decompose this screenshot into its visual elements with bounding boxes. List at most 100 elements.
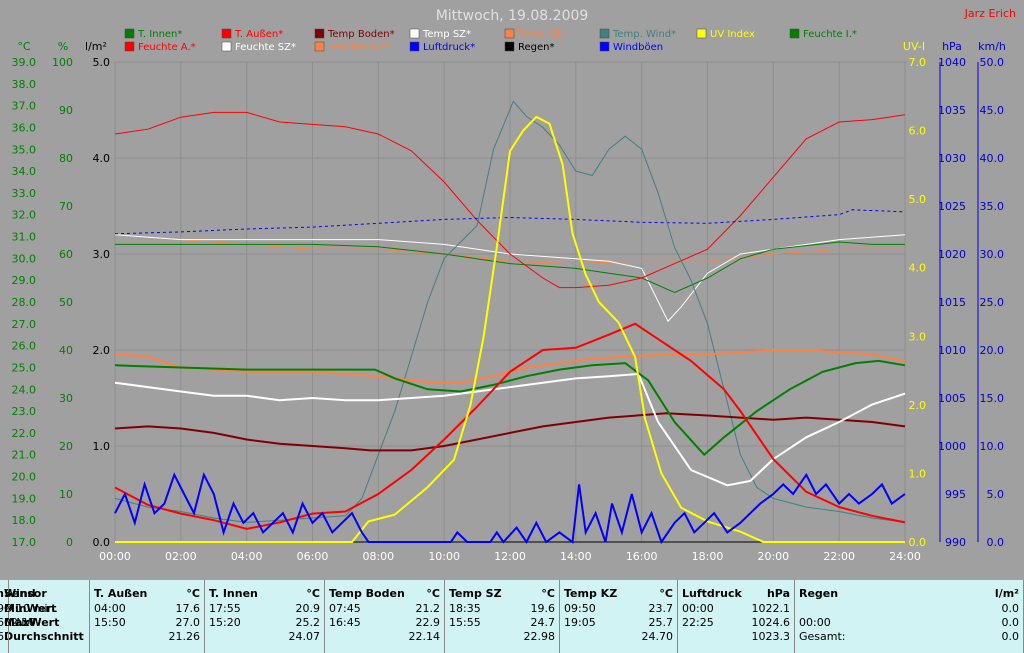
min-time: Ø 10 min. [4,602,58,615]
legend-label: Temp KZ* [517,29,566,40]
avg-value: 21.26 [168,630,201,643]
max-row: 22:25 1024.6 [682,616,790,630]
tick-label: 35.0 [980,200,1005,213]
avg-row: 24.70 [564,630,674,644]
series-line-temp-sz- [114,372,906,487]
author-label: Jarz Erich [964,7,1016,20]
tick-label: 5.0 [93,56,111,69]
tick-label: 18.0 [12,514,37,527]
max-row: 19:05 25.7 [564,616,673,630]
tick-label: 1030 [938,152,966,165]
column-unit: km/h [0,587,4,600]
column-header: Regen l/m² [799,587,1019,601]
series-line-uv-index [115,115,905,543]
series-line-t-innen- [114,359,906,457]
stat-column: T. Innen °C 17:55 20.9 15:20 25.2 24.07 [205,580,325,653]
min-row: 09:50 23.7 [564,602,673,616]
tick-label: 5.0 [987,488,1005,501]
stat-column: Temp Boden °C 07:45 21.2 16:45 22.9 22.14 [325,580,445,653]
tick-label: 21.0 [12,449,37,462]
max-row: 00:00 0.0 [799,616,1019,630]
max-value: 1024.6 [751,616,791,629]
axis-unit: km/h [978,40,1006,53]
axis-unit: hPa [942,40,962,53]
stat-column: Luftdruck hPa 00:00 1022.1 22:25 1024.6 1023.3 [678,580,795,653]
legend-swatch [314,28,325,39]
column-name: T. Außen [94,587,148,600]
column-header: T. Außen °C [94,587,200,601]
row-label: Durchschnitt [4,630,84,643]
legend-label: Temp Boden* [327,29,395,40]
min-value: 0.0 [1001,602,1020,615]
min-row: 17:55 20.9 [209,602,320,616]
column-header: T. Innen °C [209,587,320,601]
axis-unit: % [58,40,68,53]
axis-unit: l/m² [85,40,107,53]
tick-label: 0.0 [909,536,927,549]
column-header: Temp SZ °C [449,587,555,601]
tick-label: 3.0 [909,330,927,343]
stat-column: Temp SZ °C 18:35 19.6 15:55 24.7 22.98 [445,580,560,653]
column-name: Temp SZ [449,587,502,600]
max-value: 25.7 [648,616,674,629]
x-tick-label: 00:00 [99,550,131,563]
tick-label: 50 [59,296,73,309]
max-time: 19:05 [564,616,596,629]
min-time: 04:00 [94,602,126,615]
column-unit: °C [659,587,673,600]
y-axes: °C 17.0 18.0 19.0 20.0 21.0 22.0 23.0 24.0 25.0 26… [12,40,1006,549]
tick-label: 1005 [938,392,966,405]
max-time: 15:20 [209,616,241,629]
min-value: 19.6 [530,602,556,615]
tick-label: 25.0 [12,361,37,374]
max-row: 15:55 24.7 [449,616,555,630]
x-tick-label: 18:00 [692,550,724,563]
tick-label: 1000 [938,440,966,453]
tick-label: 80 [59,152,73,165]
column-unit: °C [306,587,320,600]
weather-chart: Mittwoch, 19.08.2009 Jarz Erich T. Innen… [12,7,1017,563]
min-row: 07:45 21.2 [329,602,440,616]
max-direction: N-NW [4,616,36,629]
tick-label: 20.0 [980,344,1005,357]
tick-label: 36.0 [12,121,37,134]
legend-swatch [409,41,420,52]
tick-label: 5.0 [909,193,927,206]
column-name: Wind [4,587,36,600]
column-unit: l/m² [994,587,1019,600]
x-tick-label: 08:00 [362,550,394,563]
max-row: 15:20 25.2 [209,616,320,630]
legend-label: T. Innen* [137,29,182,40]
x-tick-label: 14:00 [560,550,592,563]
tick-label: 90 [59,104,73,117]
chart-title: Mittwoch, 19.08.2009 [436,8,589,24]
tick-label: 31.0 [12,231,37,244]
tick-label: 20.0 [12,471,37,484]
tick-label: 26.0 [12,340,37,353]
stat-column: Temp KZ °C 09:50 23.7 19:05 25.7 24.70 [560,580,678,653]
max-time: 00:00 [799,616,831,629]
column-name: Temp KZ [564,587,618,600]
avg-value: 2.6 [0,630,4,643]
tick-label: 20 [59,440,73,453]
series-line-luftdruck- [114,209,906,235]
legend-label: Temp SZ* [422,29,471,40]
stat-column: Regen l/m² 0.0 00:00 0.0 Gesamt: 0.0 [795,580,1024,653]
legend-swatch [504,41,515,52]
legend-swatch [599,41,610,52]
legend-swatch [314,41,325,52]
tick-label: 6.0 [909,125,927,138]
max-value: 22.9 [415,616,441,629]
min-time: 18:35 [449,602,481,615]
tick-label: 30.0 [12,252,37,265]
x-tick-label: 02:00 [165,550,197,563]
x-tick-label: 16:00 [626,550,658,563]
tick-label: 29.0 [12,274,37,287]
min-time: 00:00 [682,602,714,615]
column-unit: °C [426,587,440,600]
column-unit: hPa [766,587,790,600]
min-row: 04:00 17.6 [94,602,200,616]
stats-table: Sensor MinWert MaxWert Durchschnitt T. Außen… [0,580,1024,653]
tick-label: 19.0 [12,492,37,505]
min-value: 20.9 [295,602,321,615]
